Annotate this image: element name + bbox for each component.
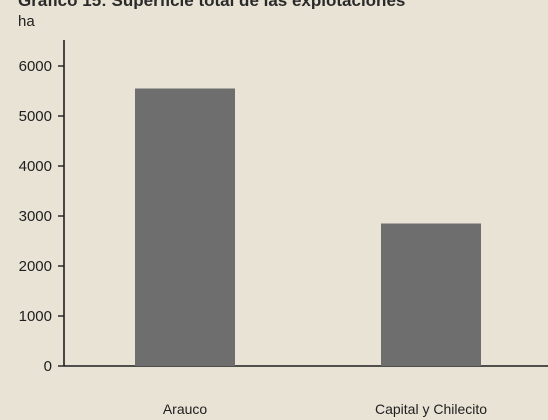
- chart-title: Gráfico 15: Superficie total de las expl…: [18, 0, 548, 9]
- y-tick-label: 5000: [19, 108, 52, 125]
- y-tick-label: 0: [44, 358, 52, 375]
- bars: [135, 88, 481, 366]
- category-labels: Arauco Capital y Chilecito: [163, 401, 487, 417]
- category-label: Arauco: [163, 401, 208, 417]
- category-label: Capital y Chilecito: [375, 401, 487, 417]
- y-tick-label: 3000: [19, 208, 52, 225]
- y-axis-unit-label: ha: [18, 13, 35, 30]
- bar-arauco: [135, 88, 235, 366]
- y-tick-label: 6000: [19, 58, 52, 75]
- y-tick-label: 1000: [19, 308, 52, 325]
- y-axis-ticks: 0 1000 2000 3000 4000 5000 6000: [19, 58, 64, 375]
- y-tick-label: 4000: [19, 158, 52, 175]
- y-tick-label: 2000: [19, 258, 52, 275]
- bar-capital-y-chilecito: [381, 223, 481, 366]
